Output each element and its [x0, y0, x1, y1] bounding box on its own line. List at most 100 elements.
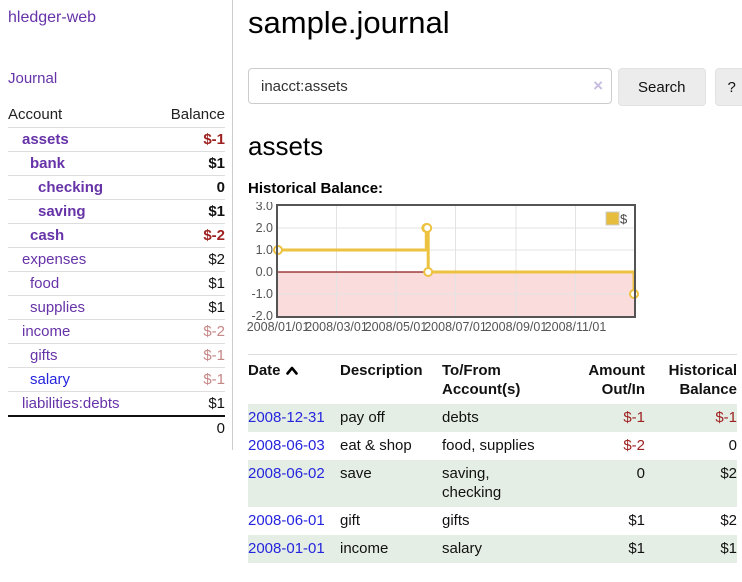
transaction-accounts: salary — [442, 540, 483, 557]
register-table: Date Description To/From Account(s) Amou… — [248, 354, 737, 563]
accounts-col-account: Account — [8, 106, 63, 123]
transaction-date-link[interactable]: 2008-01-01 — [248, 540, 325, 557]
account-row-income: income $-2 — [8, 319, 225, 344]
account-balance: $1 — [154, 199, 225, 224]
chart-y-ticks: 3.0 2.0 1.0 0.0 -1.0 -2.0 — [251, 202, 273, 323]
help-button[interactable]: ? — [714, 68, 742, 106]
account-balance: $1 — [154, 391, 225, 416]
register-col-description: Description — [340, 362, 423, 379]
account-balance: $-2 — [154, 223, 225, 248]
transaction-balance: $1 — [720, 540, 737, 557]
sidebar: hledger-web Journal Account Balance asse… — [0, 0, 233, 450]
search-button[interactable]: Search — [618, 68, 706, 106]
account-balance: $-2 — [154, 319, 225, 344]
svg-text:2.0: 2.0 — [256, 221, 273, 235]
account-link-liabilities-debts[interactable]: liabilities:debts — [22, 395, 120, 412]
account-link-assets[interactable]: assets — [22, 131, 69, 148]
svg-text:2008/05/01: 2008/05/01 — [365, 320, 428, 334]
account-link-expenses[interactable]: expenses — [22, 251, 87, 268]
chart-title: Historical Balance: — [248, 180, 384, 197]
sort-asc-icon — [285, 361, 298, 380]
app-window: hledger-web Journal Account Balance asse… — [0, 0, 742, 563]
account-balance: $-1 — [154, 343, 225, 368]
account-link-supplies[interactable]: supplies — [30, 299, 86, 316]
svg-text:2008/01/01: 2008/01/01 — [247, 320, 310, 334]
chart-plot-border — [276, 204, 636, 318]
transaction-description: pay off — [340, 409, 385, 426]
account-balance: 0 — [154, 175, 225, 200]
transaction-balance: $-1 — [715, 409, 737, 426]
transaction-description: income — [340, 540, 389, 557]
historical-balance-chart: $ 3.0 2.0 1.0 0.0 -1.0 -2.0 2008/01/01 2… — [247, 202, 639, 334]
accounts-total-value: 0 — [154, 415, 225, 440]
account-row-expenses: expenses $2 — [8, 247, 225, 272]
transaction-accounts: food, supplies — [442, 437, 535, 454]
accounts-header-row: Account Balance — [8, 103, 225, 128]
register-row: 2008-12-31 pay off debts $-1 $-1 — [248, 404, 737, 432]
svg-text:2008/03/01: 2008/03/01 — [305, 320, 368, 334]
app-brand-link[interactable]: hledger-web — [8, 9, 97, 26]
transaction-date-link[interactable]: 2008-06-01 — [248, 512, 325, 529]
transaction-date-link[interactable]: 2008-06-02 — [248, 465, 325, 482]
account-row-liabilities-debts: liabilities:debts $1 — [8, 391, 225, 416]
transaction-amount: $1 — [628, 540, 645, 557]
transaction-amount: $-1 — [623, 409, 645, 426]
svg-text:2008/07/01: 2008/07/01 — [424, 320, 487, 334]
account-row-checking: checking 0 — [8, 175, 225, 200]
account-link-cash[interactable]: cash — [30, 227, 65, 244]
account-row-food: food $1 — [8, 271, 225, 296]
register-col-amount: Amount Out/In — [588, 362, 645, 398]
account-row-supplies: supplies $1 — [8, 295, 225, 320]
clear-search-icon[interactable]: × — [593, 76, 603, 95]
register-row: 2008-06-01 gift gifts $1 $2 — [248, 507, 737, 535]
register-header-row: Date Description To/From Account(s) Amou… — [248, 355, 737, 405]
chart-x-ticks: 2008/01/01 2008/03/01 2008/05/01 2008/07… — [247, 320, 607, 334]
account-link-checking[interactable]: checking — [38, 179, 104, 196]
transaction-description: eat & shop — [340, 437, 412, 454]
register-row: 2008-06-03 eat & shop food, supplies $-2… — [248, 432, 737, 460]
account-row-cash: cash $-2 — [8, 223, 225, 248]
account-balance: $1 — [154, 271, 225, 296]
transaction-amount: $1 — [628, 512, 645, 529]
account-row-gifts: gifts $-1 — [8, 343, 225, 368]
account-balance: $-1 — [154, 127, 225, 152]
account-link-saving[interactable]: saving — [38, 203, 86, 220]
chart-legend-swatch — [605, 211, 620, 226]
register-col-balance: Historical Balance — [668, 362, 737, 398]
svg-text:1.0: 1.0 — [256, 243, 273, 257]
account-link-income[interactable]: income — [22, 323, 71, 340]
account-balance: $-1 — [154, 367, 225, 392]
svg-text:0.0: 0.0 — [256, 265, 273, 279]
account-link-bank[interactable]: bank — [30, 155, 66, 172]
transaction-date-link[interactable]: 2008-12-31 — [248, 409, 325, 426]
svg-text:2008/09/01: 2008/09/01 — [485, 320, 548, 334]
account-balance: $2 — [154, 247, 225, 272]
transaction-amount: 0 — [636, 465, 645, 482]
account-row-saving: saving $1 — [8, 199, 225, 224]
chart-legend-label: $ — [620, 212, 628, 227]
transaction-accounts: debts — [442, 409, 479, 426]
accounts-total-row: 0 — [8, 415, 225, 440]
account-link-salary[interactable]: salary — [30, 371, 71, 388]
transaction-description: save — [340, 465, 372, 482]
account-link-food[interactable]: food — [30, 275, 60, 292]
account-balance: $1 — [154, 151, 225, 176]
svg-text:-1.0: -1.0 — [251, 287, 273, 301]
main-content: sample.journal × Search ? assets Histori… — [233, 0, 742, 563]
sidebar-item-journal[interactable]: Journal — [8, 70, 58, 87]
account-balance: $1 — [154, 295, 225, 320]
account-link-gifts[interactable]: gifts — [30, 347, 58, 364]
account-heading: assets — [248, 131, 324, 161]
svg-text:3.0: 3.0 — [256, 202, 273, 213]
accounts-table: Account Balance assets $-1 bank $1 check… — [8, 103, 225, 440]
account-row-bank: bank $1 — [8, 151, 225, 176]
transaction-balance: $2 — [720, 465, 737, 482]
transaction-date-link[interactable]: 2008-06-03 — [248, 437, 325, 454]
accounts-col-balance: Balance — [170, 106, 225, 123]
register-col-date[interactable]: Date — [248, 355, 340, 405]
register-row: 2008-06-02 save saving, checking 0 $2 — [248, 460, 737, 507]
svg-text:2008/11/01: 2008/11/01 — [545, 320, 607, 334]
search-input[interactable] — [248, 68, 612, 104]
transaction-description: gift — [340, 512, 361, 529]
account-row-assets: assets $-1 — [8, 127, 225, 152]
